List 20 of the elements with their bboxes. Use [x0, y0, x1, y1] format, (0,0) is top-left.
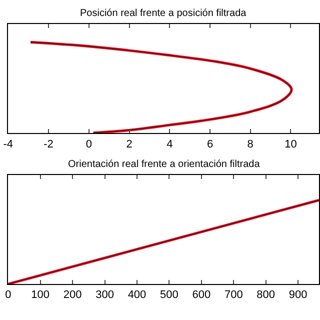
x-tick-label: 100 — [31, 289, 50, 302]
x-tick-label: 0 — [86, 138, 92, 150]
x-tick-label: 2 — [126, 138, 132, 150]
x-tick-label: 300 — [96, 289, 114, 302]
x-tick-label: 8 — [247, 138, 254, 150]
x-tick-label: 400 — [128, 289, 146, 302]
chart-title: Orientación real frente a orientación filtrada — [68, 159, 260, 170]
chart-title: Posición real frente a posición filtrada — [80, 8, 247, 19]
x-tick-label: 500 — [160, 289, 178, 302]
x-tick-label: 600 — [192, 289, 211, 302]
x-tick-label: 200 — [63, 289, 82, 302]
x-tick-label: -2 — [44, 138, 54, 150]
x-tick-label: 800 — [256, 289, 276, 302]
x-tick-label: 700 — [224, 289, 243, 302]
x-tick-label: 4 — [166, 138, 173, 150]
x-tick-label: 900 — [288, 289, 308, 302]
x-tick-label: 6 — [206, 138, 214, 150]
x-tick-label: 0 — [5, 289, 12, 302]
x-tick-label: 10 — [284, 138, 297, 150]
x-tick-label: -4 — [3, 138, 14, 150]
